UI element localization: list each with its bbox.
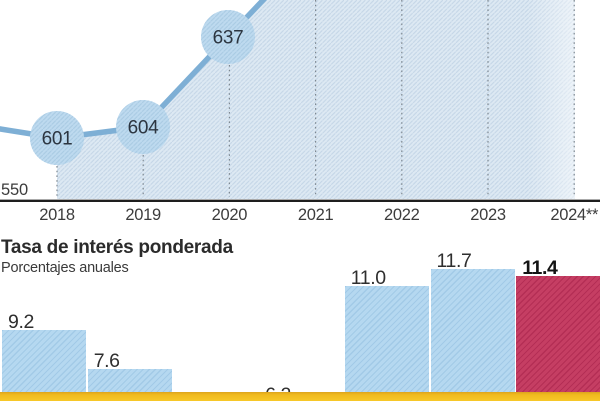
data-point-label: 604 (128, 118, 160, 139)
x-axis-label: 2022 (384, 206, 420, 224)
data-point-label: 637 (213, 28, 244, 49)
data-point-marker-hatch (116, 100, 170, 154)
bar-2023 (430, 269, 515, 401)
exchange-line-chart: 601 604 637 (0, 0, 600, 203)
x-axis-label: 2023 (470, 206, 506, 224)
data-point-marker-hatch (30, 111, 84, 165)
bar-value-label: 11.7 (436, 249, 472, 272)
x-axis-label: 2020 (211, 206, 248, 224)
bar-2022 (344, 286, 429, 401)
bar-chart-title: Tasa de interés ponderada (1, 237, 233, 258)
x-axis-label: 2018 (39, 206, 75, 224)
yellow-footer-band (0, 392, 600, 401)
line-chart-svg: 601 604 637 (0, 0, 600, 203)
bar-2018 (2, 330, 86, 401)
bar-value-label: 7.6 (93, 349, 120, 372)
bar-value-label: 11.0 (350, 266, 386, 289)
bar-value-label: 9.2 (8, 310, 34, 333)
x-axis-label: 2024** (550, 206, 599, 224)
x-axis-label: 2021 (297, 206, 334, 224)
y-axis-tick-label: 550 (1, 181, 28, 199)
bar-2024 (516, 276, 600, 401)
bar-value-label: 11.4 (522, 256, 558, 279)
data-point-marker-hatch (201, 10, 255, 64)
x-axis-label: 2019 (125, 206, 161, 224)
projection-fade (528, 0, 575, 199)
data-point-label: 601 (42, 129, 73, 150)
bar-chart-subtitle: Porcentajes anuales (1, 260, 129, 276)
